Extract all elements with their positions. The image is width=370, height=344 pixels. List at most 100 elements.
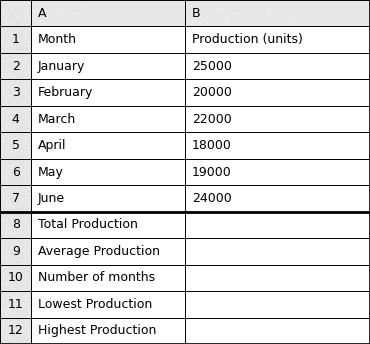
Point: [5, 86, 11, 91]
Point: [288, 3, 294, 9]
Point: [0, 35, 4, 41]
Point: [67, 19, 73, 24]
Point: [9, 21, 14, 27]
Point: [361, 11, 367, 17]
Point: [14, 126, 20, 131]
Point: [5, 61, 11, 66]
Point: [6, 161, 12, 167]
Point: [16, 289, 21, 295]
Point: [9, 9, 15, 15]
Point: [24, 0, 30, 5]
Point: [17, 30, 23, 35]
Point: [10, 110, 16, 116]
Point: [0, 303, 4, 308]
Point: [17, 116, 23, 121]
Point: [219, 12, 225, 18]
Point: [17, 168, 23, 173]
Point: [23, 234, 29, 239]
Point: [1, 320, 7, 325]
Point: [20, 205, 26, 211]
Point: [20, 173, 26, 178]
Point: [14, 329, 20, 334]
Point: [4, 326, 10, 331]
Point: [165, 0, 171, 4]
Point: [5, 286, 11, 291]
Point: [13, 42, 19, 48]
Point: [280, 22, 286, 27]
Point: [20, 227, 26, 233]
Point: [13, 146, 18, 152]
Point: [6, 61, 12, 66]
Point: [3, 106, 9, 112]
Point: [4, 1, 10, 6]
Point: [26, 135, 32, 140]
Point: [1, 49, 7, 54]
Point: [7, 133, 13, 138]
Point: [8, 223, 14, 228]
Point: [22, 292, 28, 297]
Point: [9, 194, 15, 200]
Point: [84, 8, 90, 14]
Point: [13, 252, 19, 258]
Point: [322, 3, 328, 8]
Point: [320, 6, 326, 11]
Point: [14, 106, 20, 112]
Point: [9, 306, 15, 311]
Point: [0, 216, 4, 222]
Point: [17, 336, 23, 341]
Point: [17, 257, 23, 262]
Point: [8, 338, 14, 344]
Point: [14, 126, 20, 131]
Point: [20, 81, 26, 87]
Point: [26, 87, 32, 92]
Point: [17, 256, 23, 261]
Point: [0, 69, 4, 75]
Point: [5, 19, 11, 24]
Point: [9, 68, 15, 73]
Point: [13, 94, 19, 99]
Point: [94, 9, 100, 14]
Point: [10, 78, 16, 84]
Point: [0, 96, 4, 101]
Point: [72, 4, 78, 9]
Point: [9, 208, 14, 213]
Bar: [31, 212, 185, 238]
Point: [127, 16, 133, 22]
Point: [20, 252, 26, 258]
Point: [0, 257, 4, 262]
Point: [190, 12, 196, 18]
Point: [18, 180, 24, 185]
Point: [7, 194, 13, 200]
Point: [20, 319, 26, 324]
Point: [13, 179, 19, 184]
Point: [24, 72, 30, 78]
Point: [21, 1, 27, 6]
Point: [23, 205, 28, 211]
Point: [7, 301, 13, 307]
Point: [0, 93, 5, 98]
Point: [26, 43, 31, 49]
Point: [364, 0, 370, 4]
Point: [6, 214, 12, 219]
Point: [0, 201, 6, 206]
Point: [22, 179, 28, 184]
Point: [19, 219, 25, 225]
Point: [20, 305, 26, 311]
Point: [278, 17, 284, 23]
Point: [20, 4, 26, 10]
Point: [17, 303, 23, 309]
Point: [5, 300, 11, 306]
Bar: [31, 159, 185, 185]
Point: [245, 11, 251, 17]
Point: [18, 188, 24, 193]
Point: [23, 285, 28, 290]
Point: [26, 32, 31, 38]
Point: [9, 38, 15, 43]
Point: [0, 69, 5, 75]
Point: [346, 2, 352, 8]
Point: [9, 233, 14, 238]
Point: [6, 293, 12, 298]
Point: [17, 335, 23, 340]
Point: [22, 308, 28, 314]
Point: [10, 105, 16, 110]
